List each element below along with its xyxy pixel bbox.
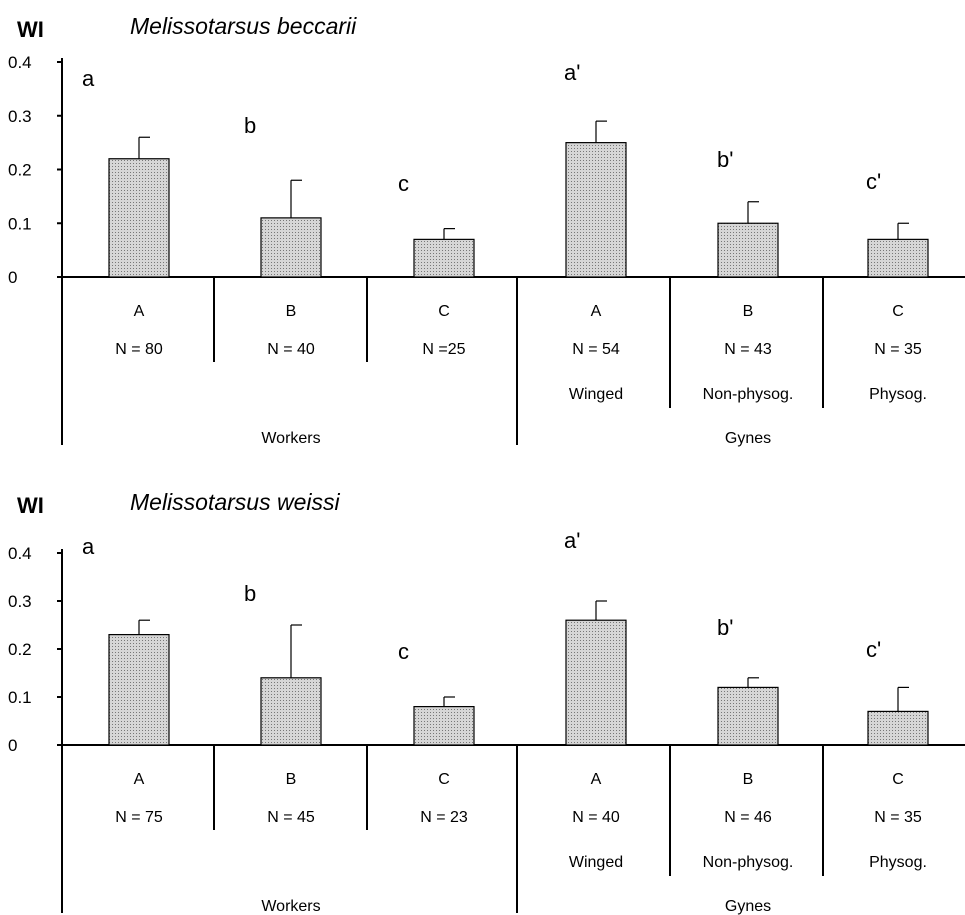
significance-label: b — [244, 113, 256, 138]
y-tick-label: 0.3 — [8, 107, 32, 126]
bar — [108, 158, 170, 278]
y-axis-label: WI — [17, 17, 44, 42]
category-label: C — [438, 303, 450, 320]
category-label: A — [591, 303, 602, 320]
y-tick-label: 0.3 — [8, 592, 32, 611]
bar — [867, 238, 929, 278]
subgroup-label: Winged — [569, 386, 623, 403]
bar — [260, 217, 322, 278]
group-label: Gynes — [725, 898, 771, 915]
group-label: Gynes — [725, 430, 771, 447]
sample-size-label: N = 43 — [724, 341, 772, 358]
sample-size-label: N = 35 — [874, 341, 922, 358]
bar — [717, 222, 779, 278]
sample-size-label: N = 45 — [267, 809, 315, 826]
bar — [867, 710, 929, 746]
bar — [108, 633, 170, 746]
category-label: C — [892, 771, 904, 788]
y-tick-label: 0.2 — [8, 640, 32, 659]
significance-label: b' — [717, 615, 733, 640]
y-axis-label: WI — [17, 493, 44, 518]
significance-label: c' — [866, 169, 881, 194]
bar — [565, 142, 627, 278]
significance-label: a — [82, 66, 95, 91]
category-label: C — [892, 303, 904, 320]
category-label: A — [134, 771, 145, 788]
chart-panel-beccarii: WI Melissotarsus beccarii 0 0.1 0.2 0.3 0.4 a… — [8, 13, 965, 447]
bar — [413, 238, 475, 278]
y-tick-label: 0 — [8, 736, 17, 755]
category-label: B — [286, 303, 297, 320]
bar — [717, 686, 779, 746]
sample-size-label: N = 40 — [267, 341, 315, 358]
group-label: Workers — [261, 898, 320, 915]
significance-label: b — [244, 581, 256, 606]
y-tick-label: 0.4 — [8, 544, 32, 563]
category-label: C — [438, 771, 450, 788]
chart-title: Melissotarsus weissi — [130, 489, 340, 515]
bar — [413, 705, 475, 746]
y-tick-label: 0.2 — [8, 161, 32, 180]
sample-size-label: N = 40 — [572, 809, 620, 826]
significance-label: c — [398, 171, 409, 196]
group-label: Workers — [261, 430, 320, 447]
significance-label: a' — [564, 60, 580, 85]
significance-label: a' — [564, 528, 580, 553]
category-label: B — [743, 771, 754, 788]
y-tick-label: 0.4 — [8, 53, 32, 72]
y-tick-label: 0.1 — [8, 214, 32, 233]
chart-title: Melissotarsus beccarii — [130, 13, 357, 39]
bar — [260, 677, 322, 746]
y-tick-label: 0.1 — [8, 688, 32, 707]
category-label: B — [286, 771, 297, 788]
sample-size-label: N = 46 — [724, 809, 772, 826]
y-tick-label: 0 — [8, 268, 17, 287]
bar — [565, 619, 627, 746]
sample-size-label: N = 80 — [115, 341, 163, 358]
subgroup-label: Physog. — [869, 386, 927, 403]
chart-panel-weissi: WI Melissotarsus weissi 0 0.1 0.2 0.3 0.4 a A N… — [8, 489, 965, 915]
sample-size-label: N = 54 — [572, 341, 620, 358]
category-label: A — [134, 303, 145, 320]
sample-size-label: N =25 — [422, 341, 465, 358]
significance-label: a — [82, 534, 95, 559]
subgroup-label: Non-physog. — [703, 386, 794, 403]
sample-size-label: N = 75 — [115, 809, 163, 826]
significance-label: c' — [866, 637, 881, 662]
sample-size-label: N = 23 — [420, 809, 468, 826]
subgroup-label: Non-physog. — [703, 854, 794, 871]
significance-label: b' — [717, 147, 733, 172]
category-label: A — [591, 771, 602, 788]
subgroup-label: Winged — [569, 854, 623, 871]
category-label: B — [743, 303, 754, 320]
sample-size-label: N = 35 — [874, 809, 922, 826]
significance-label: c — [398, 639, 409, 664]
subgroup-label: Physog. — [869, 854, 927, 871]
